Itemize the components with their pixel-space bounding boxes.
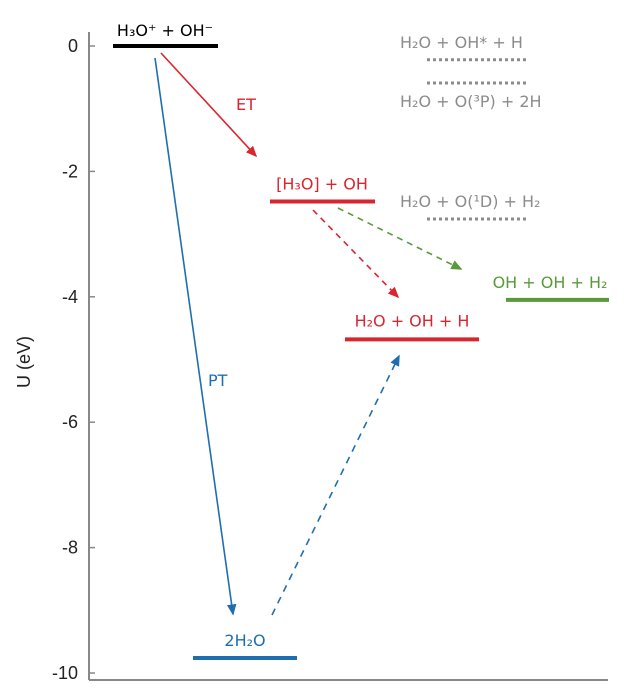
blue-dashed-arrow [271,354,400,616]
y-tick-label: -4 [62,287,78,307]
level-h2o-oh-h-label: H₂O + OH + H [355,311,470,330]
et-label: ET [236,95,256,114]
level-h3o-oh-label: H₃O⁺ + OH⁻ [117,21,213,40]
reference-level-label: H₂O + O(³P) + 2H [400,92,542,111]
green-dashed-arrow [337,207,463,270]
et-arrow [160,52,258,158]
level-2h2o-label: 2H₂O [224,631,265,650]
level-oh-oh-h2-label: OH + OH + H₂ [493,273,608,292]
y-tick-label: -10 [52,663,78,683]
reference-level-label: H₂O + OH* + H [400,33,523,52]
reference-level-label: H₂O + O(¹D) + H₂ [400,192,540,211]
pt-label: PT [208,371,228,390]
red-dashed-arrow [312,209,400,299]
pt-arrow [154,57,237,616]
y-axis-label: U (eV) [14,336,34,388]
y-tick-label: 0 [68,36,78,56]
level-h3o-radical-oh-label: [H₃O] + OH [276,174,368,193]
y-tick-label: -6 [62,412,78,432]
y-tick-label: -2 [62,161,78,181]
y-tick-label: -8 [62,538,78,558]
